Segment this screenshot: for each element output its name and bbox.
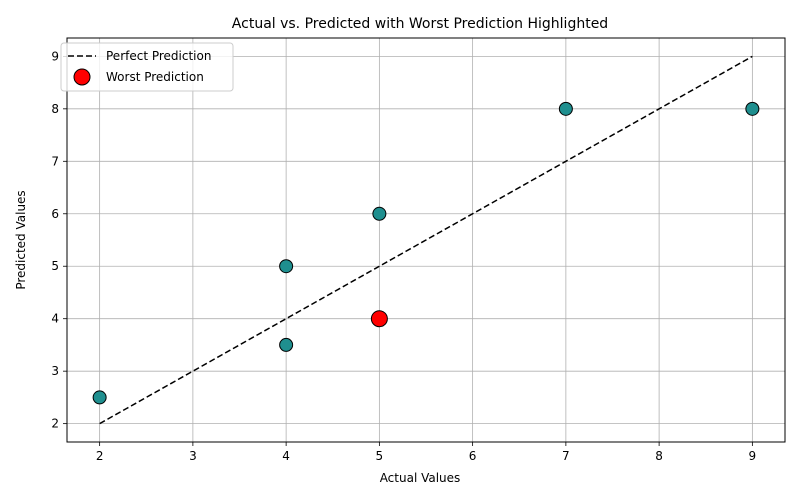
- y-axis-ticks: 2 3 4 5 6 7 8 9: [51, 49, 67, 431]
- plot-area-frame: [66, 37, 786, 443]
- x-tick-label: 8: [655, 449, 663, 463]
- x-tick-label: 9: [749, 449, 757, 463]
- x-tick-label: 6: [469, 449, 477, 463]
- y-tick-label: 2: [51, 417, 59, 431]
- y-tick-label: 5: [51, 259, 59, 273]
- perfect-prediction-line: [99, 55, 753, 425]
- chart-title: Actual vs. Predicted with Worst Predicti…: [232, 16, 608, 32]
- legend-entry-worst-prediction: Worst Prediction: [106, 70, 204, 84]
- legend-box: [60, 42, 234, 92]
- data-point: [558, 101, 573, 116]
- data-point: [92, 390, 107, 405]
- x-tick-label: 7: [562, 449, 570, 463]
- legend: Perfect Prediction Worst Prediction: [60, 42, 234, 92]
- x-tick-label: 2: [96, 449, 104, 463]
- data-point: [279, 337, 294, 352]
- y-tick-label: 8: [51, 102, 59, 116]
- y-tick-label: 4: [51, 312, 59, 326]
- legend-marker-swatch: [73, 68, 91, 86]
- legend-entry-perfect-prediction: Perfect Prediction: [106, 49, 211, 63]
- y-tick-label: 3: [51, 364, 59, 378]
- x-tick-label: 4: [282, 449, 290, 463]
- data-point: [745, 101, 760, 116]
- data-point: [279, 259, 294, 274]
- y-tick-label: 9: [51, 49, 59, 63]
- y-tick-label: 6: [51, 207, 59, 221]
- y-tick-label: 7: [51, 154, 59, 168]
- x-axis-label: Actual Values: [380, 471, 461, 485]
- data-point: [372, 206, 387, 221]
- x-tick-label: 3: [189, 449, 197, 463]
- x-axis-ticks: 2 3 4 5 6 7 8 9: [96, 442, 756, 463]
- x-tick-label: 5: [376, 449, 384, 463]
- y-axis-label: Predicted Values: [14, 190, 28, 289]
- data-marks: [92, 55, 760, 425]
- worst-prediction-point: [370, 310, 388, 328]
